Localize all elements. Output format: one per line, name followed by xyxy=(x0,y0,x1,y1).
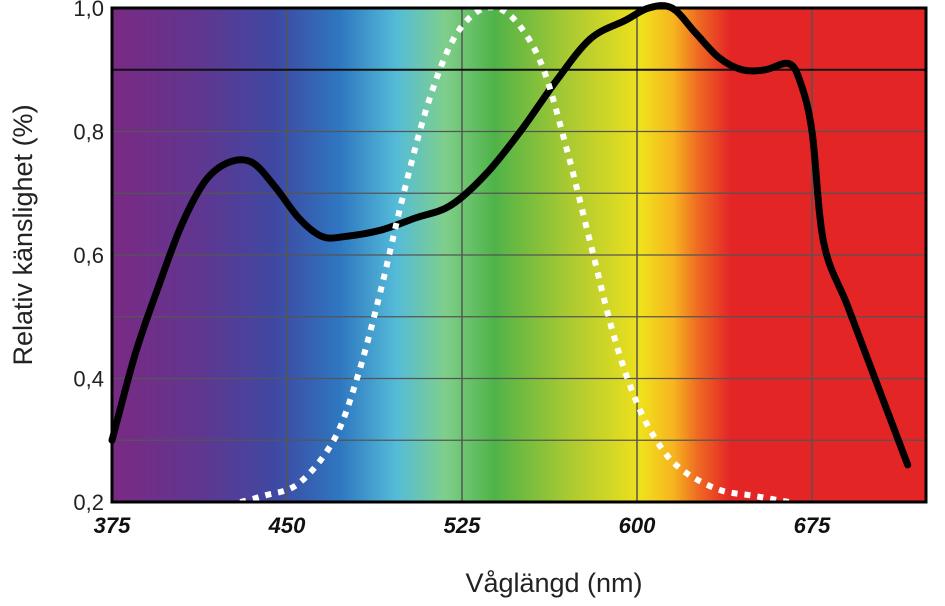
y-tick-label: 0,4 xyxy=(73,367,104,392)
y-tick-label: 0,6 xyxy=(73,243,104,268)
x-axis-ticks: 375 450 525 600 675 xyxy=(94,513,831,538)
x-tick-label: 675 xyxy=(794,513,831,538)
series-line-solid xyxy=(108,2,912,469)
plot-frame xyxy=(110,6,928,504)
y-tick-label: 0,8 xyxy=(73,120,104,145)
x-tick-label: 450 xyxy=(268,513,306,538)
y-tick-label: 1,0 xyxy=(73,0,104,21)
x-tick-label: 375 xyxy=(94,513,131,538)
series-group xyxy=(108,2,912,505)
x-tick-label: 600 xyxy=(619,513,656,538)
x-axis-label: Våglängd (nm) xyxy=(465,568,642,598)
y-axis-label: Relativ känslighet (%) xyxy=(8,104,38,365)
y-axis-ticks: 0,2 0,4 0,6 0,8 1,0 xyxy=(73,0,104,515)
x-tick-label: 525 xyxy=(444,513,481,538)
y-tick-label: 0,2 xyxy=(73,490,104,515)
